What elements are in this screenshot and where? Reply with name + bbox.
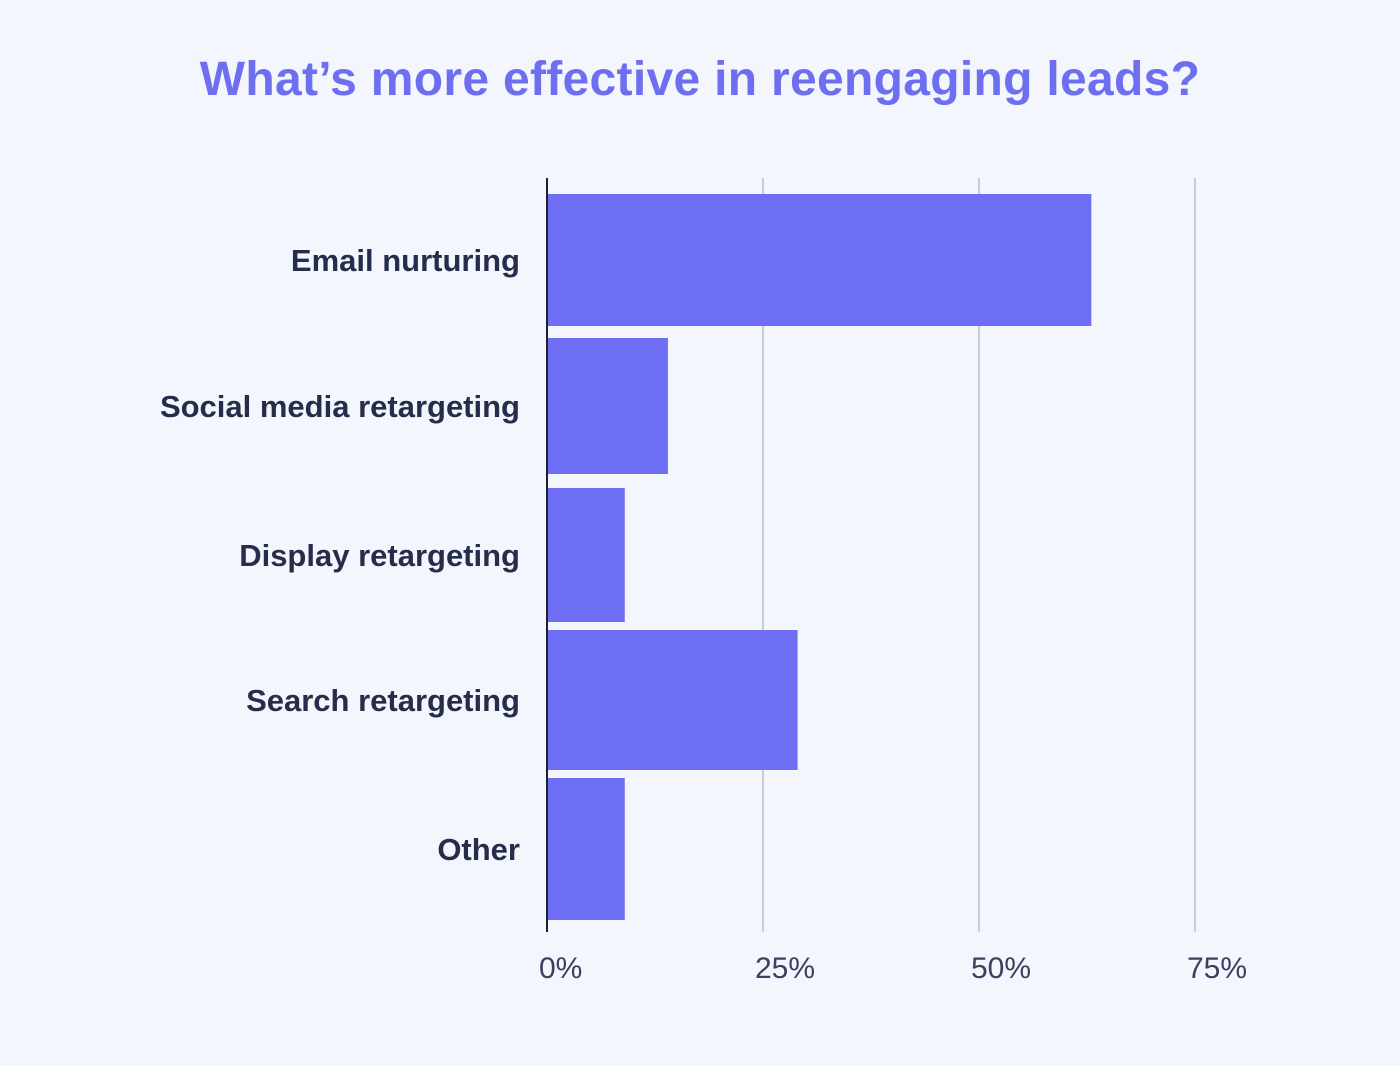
tick-label: 25% — [755, 952, 815, 985]
tick-label: 0% — [539, 952, 582, 985]
tick-labels: 0% 25% 50% 75% — [539, 952, 1247, 985]
bar-email-nurturing — [547, 194, 1092, 326]
bar-social-media-retargeting — [547, 338, 668, 474]
category-label: Email nurturing — [291, 243, 520, 278]
bar-other — [547, 778, 625, 920]
category-label: Search retargeting — [246, 683, 520, 718]
category-label: Display retargeting — [239, 538, 520, 573]
bar-search-retargeting — [547, 630, 798, 770]
category-label: Social media retargeting — [160, 389, 520, 424]
chart-title: What’s more effective in reengaging lead… — [199, 53, 1201, 106]
tick-label: 50% — [971, 952, 1031, 985]
bar-display-retargeting — [547, 488, 625, 622]
category-label: Other — [437, 832, 520, 867]
bars — [547, 194, 1092, 920]
category-labels: Email nurturing Social media retargeting D… — [160, 243, 520, 867]
tick-label: 75% — [1187, 952, 1247, 985]
